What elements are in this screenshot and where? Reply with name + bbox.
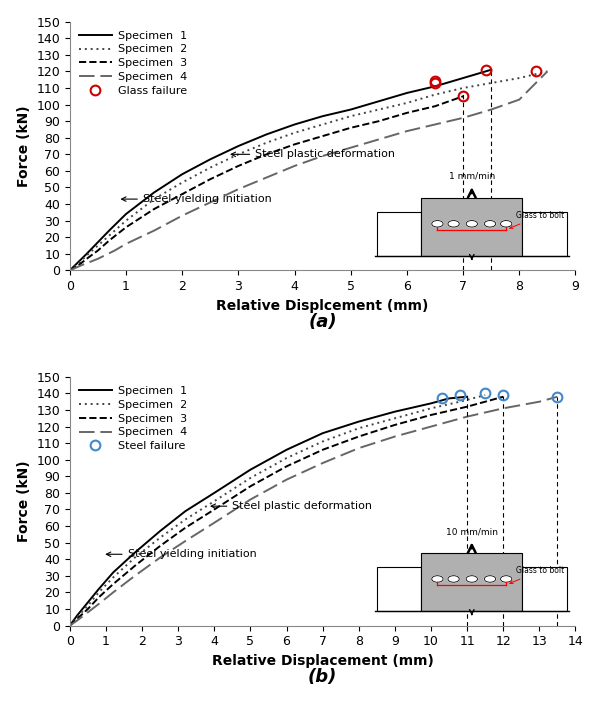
Legend: Specimen  1, Specimen  2, Specimen  3, Specimen  4, Glass failure: Specimen 1, Specimen 2, Specimen 3, Spec… (76, 27, 190, 100)
X-axis label: Relative Displcement (mm): Relative Displcement (mm) (217, 298, 429, 312)
Text: (a): (a) (308, 312, 337, 331)
Text: Steel plastic deformation: Steel plastic deformation (211, 501, 373, 511)
Text: Steel yielding initiation: Steel yielding initiation (106, 549, 256, 559)
Text: Steel yielding initiation: Steel yielding initiation (122, 194, 272, 204)
Text: Steel plastic deformation: Steel plastic deformation (231, 150, 395, 159)
Text: (b): (b) (308, 668, 337, 686)
Y-axis label: Force (kN): Force (kN) (17, 461, 31, 542)
Legend: Specimen  1, Specimen  2, Specimen  3, Specimen  4, Steel failure: Specimen 1, Specimen 2, Specimen 3, Spec… (76, 383, 190, 455)
X-axis label: Relative Displacement (mm): Relative Displacement (mm) (212, 654, 434, 668)
Y-axis label: Force (kN): Force (kN) (17, 105, 31, 187)
